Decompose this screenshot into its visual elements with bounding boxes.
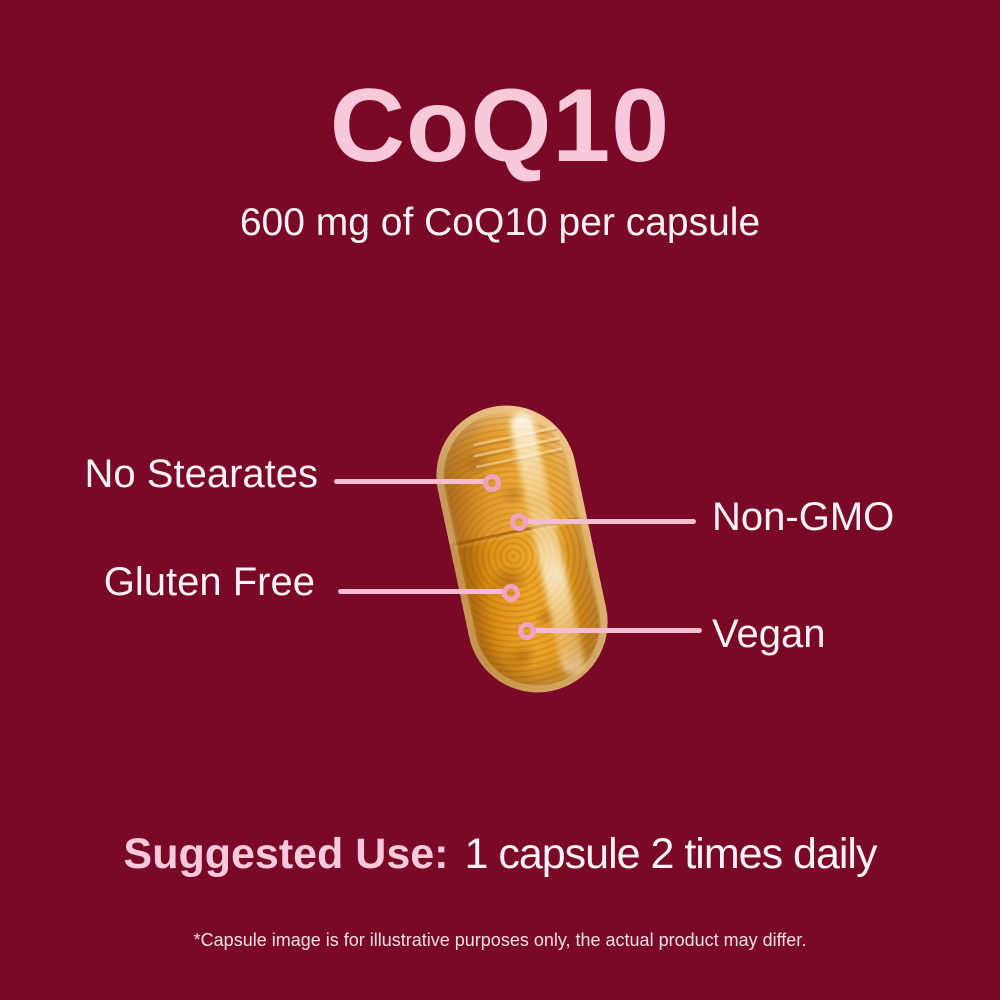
capsule-shell (423, 392, 621, 706)
suggested-use-label: Suggested Use: (123, 830, 449, 878)
callout-label-no-stearates: No Stearates (84, 452, 318, 496)
callout-ring-icon-non-gmo (510, 513, 528, 531)
callout-line-no-stearates (334, 479, 486, 484)
product-title: CoQ10 (329, 68, 671, 184)
callout-ring-icon-vegan (518, 622, 536, 640)
callout-ring-icon-no-stearates (483, 474, 501, 492)
suggested-use-row: Suggested Use: 1 capsule 2 times daily (0, 830, 1000, 879)
callout-line-gluten-free (338, 589, 506, 594)
callout-label-vegan: Vegan (712, 612, 826, 656)
suggested-use-value: 1 capsule 2 times daily (464, 830, 877, 878)
callout-label-non-gmo: Non-GMO (712, 495, 895, 539)
callout-line-non-gmo (526, 519, 696, 524)
dosage-subtitle: 600 mg of CoQ10 per capsule (239, 201, 761, 244)
disclaimer-footnote: *Capsule image is for illustrative purpo… (193, 930, 807, 950)
capsule-image (423, 392, 621, 706)
callout-line-vegan (534, 628, 702, 633)
callout-ring-icon-gluten-free (502, 584, 520, 602)
callout-label-gluten-free: Gluten Free (103, 560, 315, 604)
